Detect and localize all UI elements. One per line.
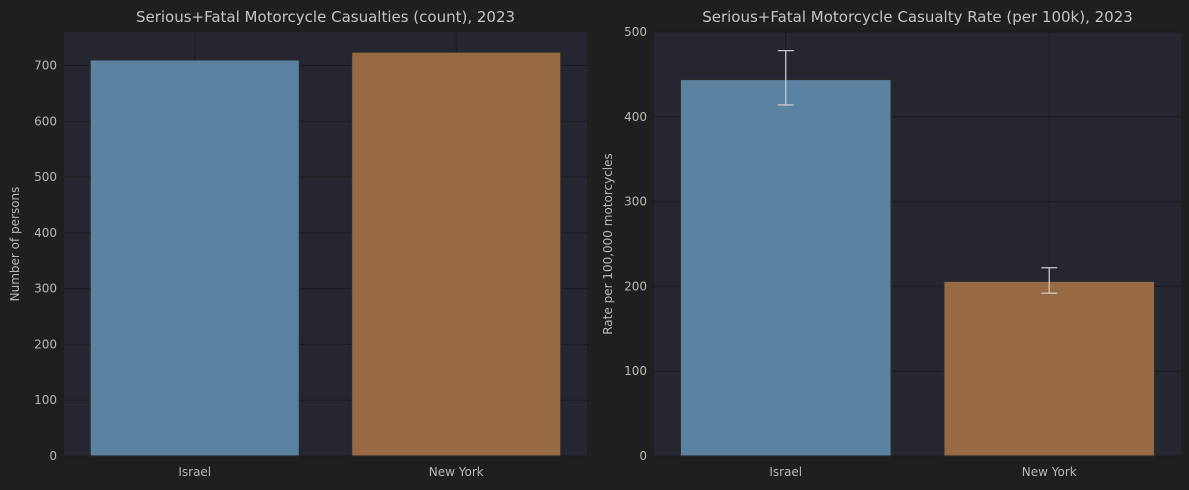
x-tick-labels: Israel New York xyxy=(178,465,483,479)
y-tick-label: 400 xyxy=(34,226,57,240)
y-tick-label: 600 xyxy=(34,114,57,128)
y-axis-label: Rate per 100,000 motorcycles xyxy=(601,153,615,335)
x-tick-labels: Israel New York xyxy=(769,465,1076,479)
x-tick-label: New York xyxy=(429,465,484,479)
y-tick-label: 300 xyxy=(34,282,57,296)
bars xyxy=(679,78,1156,457)
y-tick-label: 200 xyxy=(34,337,57,351)
y-tick-label: 400 xyxy=(624,110,647,124)
chart-count-panel: 0 100 200 300 400 500 600 700 Israel New York Se… xyxy=(8,8,587,479)
y-tick-label: 100 xyxy=(34,393,57,407)
chart-rate-panel: 0 100 200 300 400 500 Israel New York Serious+… xyxy=(601,8,1181,479)
bar-new-york xyxy=(351,51,562,457)
bar-israel xyxy=(89,59,300,457)
x-tick-label: Israel xyxy=(769,465,802,479)
y-tick-label: 500 xyxy=(34,170,57,184)
y-tick-label: 500 xyxy=(624,25,647,39)
chart-title: Serious+Fatal Motorcycle Casualties (cou… xyxy=(136,8,515,26)
y-tick-label: 200 xyxy=(624,279,647,293)
bar-israel xyxy=(679,78,892,457)
y-tick-labels: 0 100 200 300 400 500 600 700 xyxy=(34,58,57,463)
y-tick-label: 100 xyxy=(624,364,647,378)
bar-new-york xyxy=(943,280,1156,457)
error-bars xyxy=(777,50,1058,294)
x-tick-label: Israel xyxy=(178,465,211,479)
y-axis-label: Number of persons xyxy=(8,187,22,302)
y-tick-label: 0 xyxy=(639,449,647,463)
y-tick-label: 300 xyxy=(624,195,647,209)
bars xyxy=(89,51,562,457)
chart-title: Serious+Fatal Motorcycle Casualty Rate (… xyxy=(702,8,1133,26)
y-tick-labels: 0 100 200 300 400 500 xyxy=(624,25,647,463)
y-tick-label: 700 xyxy=(34,58,57,72)
y-tick-label: 0 xyxy=(49,449,57,463)
x-tick-label: New York xyxy=(1022,465,1077,479)
